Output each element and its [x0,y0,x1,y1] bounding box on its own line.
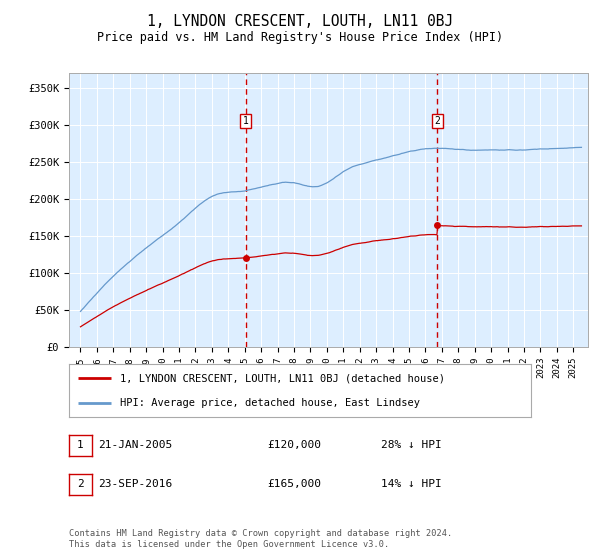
Text: 1, LYNDON CRESCENT, LOUTH, LN11 0BJ: 1, LYNDON CRESCENT, LOUTH, LN11 0BJ [147,14,453,29]
Text: 1, LYNDON CRESCENT, LOUTH, LN11 0BJ (detached house): 1, LYNDON CRESCENT, LOUTH, LN11 0BJ (det… [120,374,445,384]
Text: Price paid vs. HM Land Registry's House Price Index (HPI): Price paid vs. HM Land Registry's House … [97,31,503,44]
Text: Contains HM Land Registry data © Crown copyright and database right 2024.
This d: Contains HM Land Registry data © Crown c… [69,529,452,549]
Text: 21-JAN-2005: 21-JAN-2005 [98,440,172,450]
Text: 1: 1 [242,116,248,126]
Text: 1: 1 [77,440,84,450]
Text: 23-SEP-2016: 23-SEP-2016 [98,479,172,489]
Text: HPI: Average price, detached house, East Lindsey: HPI: Average price, detached house, East… [120,398,420,408]
Text: £165,000: £165,000 [267,479,321,489]
Text: 2: 2 [77,479,84,489]
Text: 28% ↓ HPI: 28% ↓ HPI [381,440,442,450]
Text: £120,000: £120,000 [267,440,321,450]
Text: 2: 2 [434,116,440,126]
Text: 14% ↓ HPI: 14% ↓ HPI [381,479,442,489]
